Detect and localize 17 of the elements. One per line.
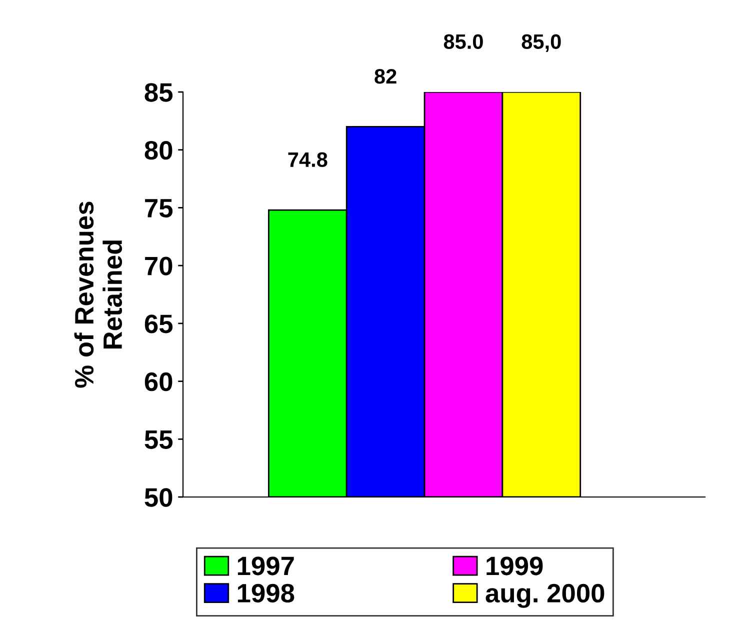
- legend-label: aug. 2000: [486, 584, 604, 608]
- y-tick-label: 80: [144, 140, 172, 160]
- y-axis-title: % of Revenues Retained: [74, 202, 122, 388]
- y-tick-label: 75: [145, 199, 173, 218]
- y-tick-label: 60: [144, 372, 172, 392]
- data-label: 74.8: [288, 152, 328, 168]
- y-tick-label: 50: [144, 488, 172, 507]
- data-label: 82: [374, 68, 396, 84]
- y-tick-label: 85: [144, 83, 173, 102]
- data-label: 85,0: [522, 34, 561, 52]
- y-tick-label: 70: [145, 256, 172, 276]
- y-tick-label: 55: [144, 430, 173, 449]
- legend-label: 1999: [486, 556, 543, 576]
- legend-label: 1998: [238, 584, 294, 603]
- data-label: 85.0: [444, 34, 483, 49]
- legend-label: 1997: [238, 556, 294, 576]
- y-tick-label: 65: [144, 314, 173, 334]
